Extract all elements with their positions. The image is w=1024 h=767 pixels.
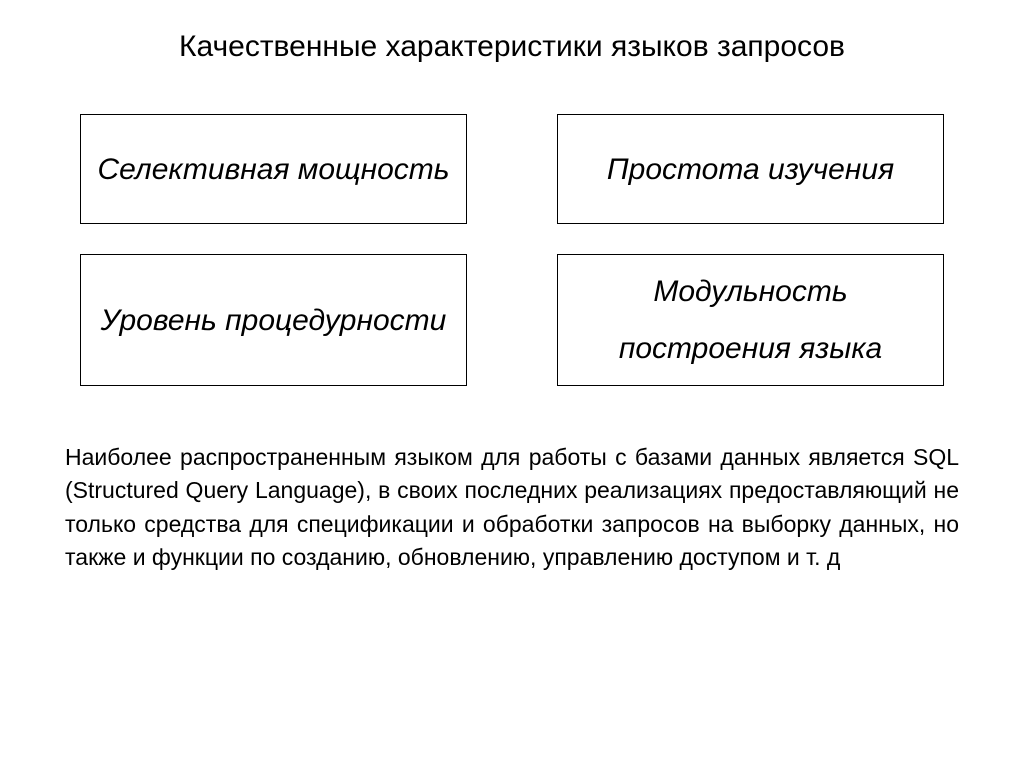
slide: Качественные характеристики языков запро… — [0, 0, 1024, 767]
slide-title: Качественные характеристики языков запро… — [60, 30, 964, 64]
description-paragraph: Наиболее распространенным языком для раб… — [65, 441, 959, 574]
box-ease-of-learning: Простота изучения — [557, 114, 944, 224]
box-procedurality-level: Уровень процедурности — [80, 254, 467, 386]
box-modularity: Модульность построения языка — [557, 254, 944, 386]
box-selective-power: Селективная мощность — [80, 114, 467, 224]
characteristics-grid: Селективная мощность Простота изучения У… — [80, 114, 944, 386]
